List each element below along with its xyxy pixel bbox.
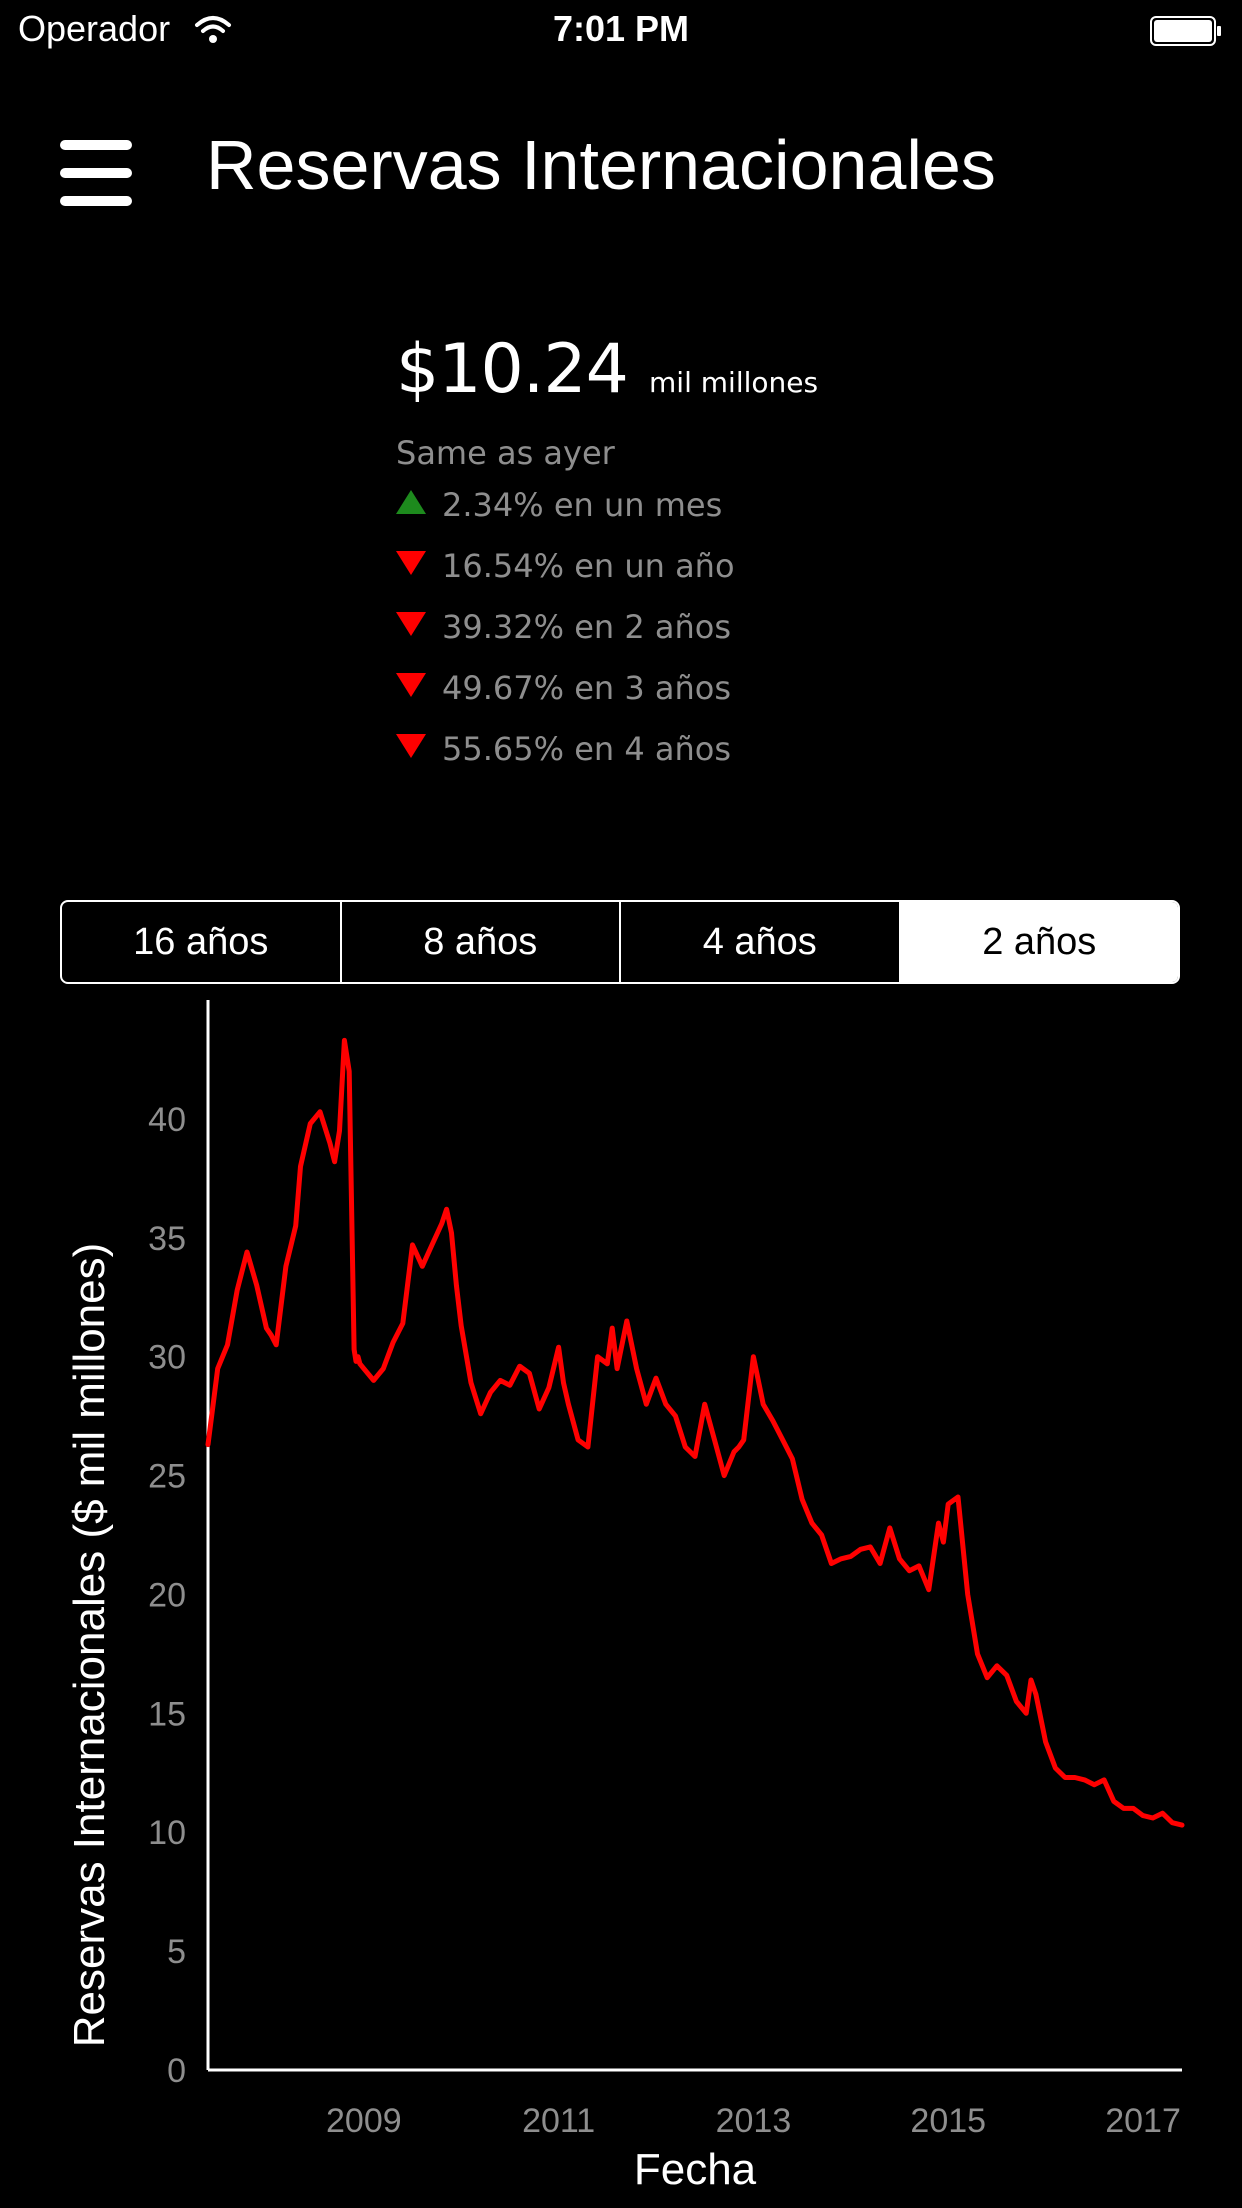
y-tick-label: 10 xyxy=(148,1814,186,1852)
clock: 7:01 PM xyxy=(552,8,690,49)
y-tick-label: 40 xyxy=(148,1101,186,1139)
reserves-series-line xyxy=(205,1037,1185,1828)
current-value: $10.24 xyxy=(396,330,629,409)
daily-comparison: Same as ayer xyxy=(396,434,615,472)
change-text: 49.67% en 3 años xyxy=(442,669,731,707)
change-text: 39.32% en 2 años xyxy=(442,608,731,646)
y-tick-label: 5 xyxy=(167,1933,186,1971)
page-title: Reservas Internacionales xyxy=(206,126,996,204)
y-tick-label: 0 xyxy=(167,2052,186,2090)
y-tick-label: 35 xyxy=(148,1220,186,1258)
status-bar: Operador 7:01 PM xyxy=(0,0,1242,60)
reserves-chart: 0 5 10 15 20 25 30 35 40 2009 2011 2013 2015 2017 Fech… xyxy=(65,1000,1185,2194)
range-option[interactable]: 2 años xyxy=(900,902,1178,982)
battery-icon xyxy=(1150,16,1221,46)
triangle-down-icon xyxy=(396,673,426,697)
wifi-icon xyxy=(195,16,231,43)
change-text: 55.65% en 4 años xyxy=(442,730,731,768)
hamburger-menu-icon xyxy=(60,196,132,206)
y-tick-label: 20 xyxy=(148,1576,186,1614)
x-tick-label: 2013 xyxy=(716,2102,792,2140)
current-value-row: $10.24 mil millones xyxy=(396,330,1036,430)
y-tick-label: 15 xyxy=(148,1695,186,1733)
range-selector: 16 años 8 años 4 años 2 años xyxy=(60,900,1180,984)
y-tick-label: 25 xyxy=(148,1458,186,1496)
hamburger-menu-icon xyxy=(60,168,132,178)
value-unit: mil millones xyxy=(649,366,819,399)
change-text: 16.54% en un año xyxy=(442,547,735,585)
x-axis-title: Fecha xyxy=(634,2145,757,2194)
menu-button[interactable] xyxy=(56,138,136,208)
triangle-up-icon xyxy=(396,490,426,514)
triangle-down-icon xyxy=(396,734,426,758)
change-row: 2.34% en un mes xyxy=(396,486,1036,547)
x-tick-label: 2011 xyxy=(522,2102,595,2140)
x-tick-label: 2015 xyxy=(910,2102,986,2140)
range-option[interactable]: 8 años xyxy=(342,902,621,982)
triangle-down-icon xyxy=(396,612,426,636)
x-tick-label: 2017 xyxy=(1105,2102,1181,2140)
y-axis-title: Reservas Internacionales ($ mil millones… xyxy=(65,1243,114,2048)
range-option[interactable]: 4 años xyxy=(621,902,901,982)
range-option[interactable]: 16 años xyxy=(62,902,342,982)
change-row: 49.67% en 3 años xyxy=(396,669,1036,730)
y-tick-label: 30 xyxy=(148,1339,186,1377)
change-row: 16.54% en un año xyxy=(396,547,1036,608)
carrier-label: Operador xyxy=(18,8,171,49)
reserves-summary: $10.24 mil millones Same as ayer 2.34% e… xyxy=(396,330,1036,791)
x-tick-label: 2009 xyxy=(326,2102,402,2140)
hamburger-menu-icon xyxy=(60,140,132,150)
change-list: 2.34% en un mes 16.54% en un año 39.32% en… xyxy=(396,486,1036,791)
change-row: 55.65% en 4 años xyxy=(396,730,1036,791)
change-text: 2.34% en un mes xyxy=(442,486,723,524)
triangle-down-icon xyxy=(396,551,426,575)
change-row: 39.32% en 2 años xyxy=(396,608,1036,669)
